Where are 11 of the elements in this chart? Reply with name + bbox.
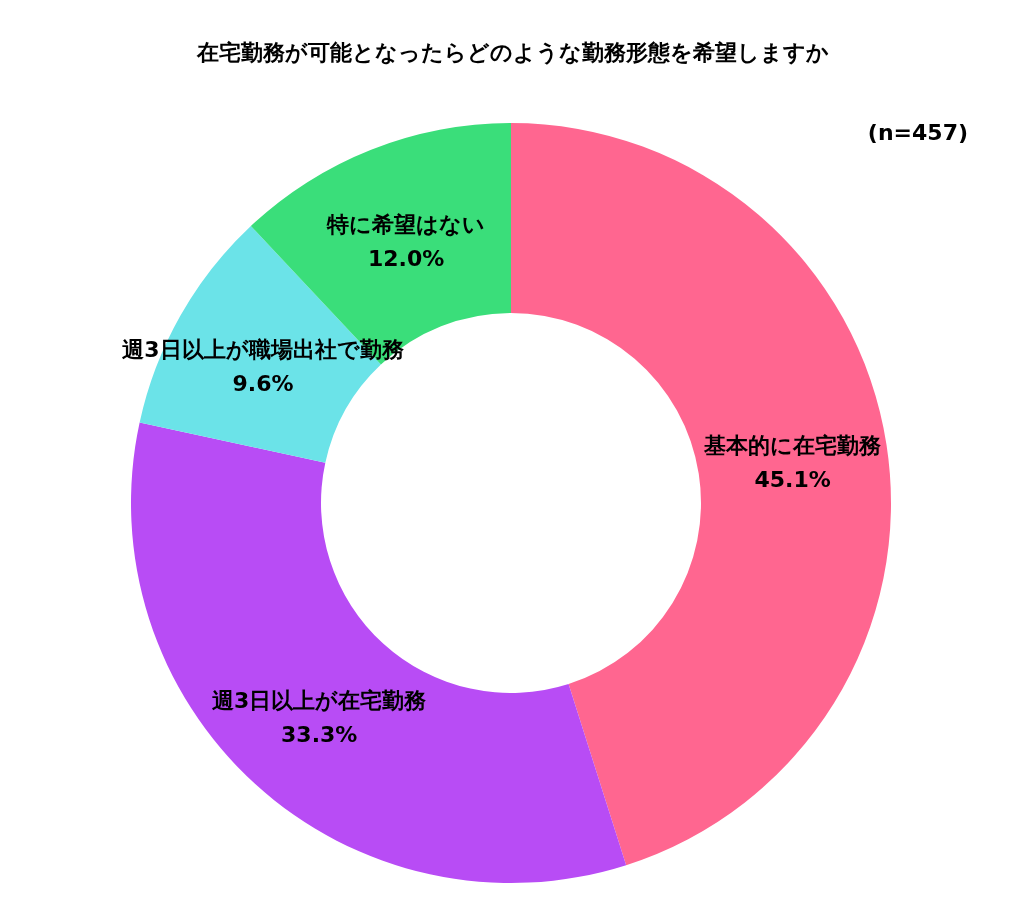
- chart-title: 在宅勤務が可能となったらどのような勤務形態を希望しますか: [196, 40, 829, 65]
- slice-label: 週3日以上が職場出社で勤務: [122, 336, 404, 362]
- slice-label: 基本的に在宅勤務: [703, 433, 882, 459]
- data-label: 9.6%: [232, 370, 294, 396]
- slice-label: 特に希望はない: [326, 212, 486, 238]
- donut-slice: [131, 422, 627, 883]
- slice-label: 週3日以上が在宅勤務: [212, 687, 427, 713]
- data-label: 12.0%: [367, 246, 445, 272]
- text: (n=457): [867, 120, 968, 145]
- data-label: 45.1%: [754, 467, 831, 493]
- data-label: 33.3%: [281, 721, 358, 747]
